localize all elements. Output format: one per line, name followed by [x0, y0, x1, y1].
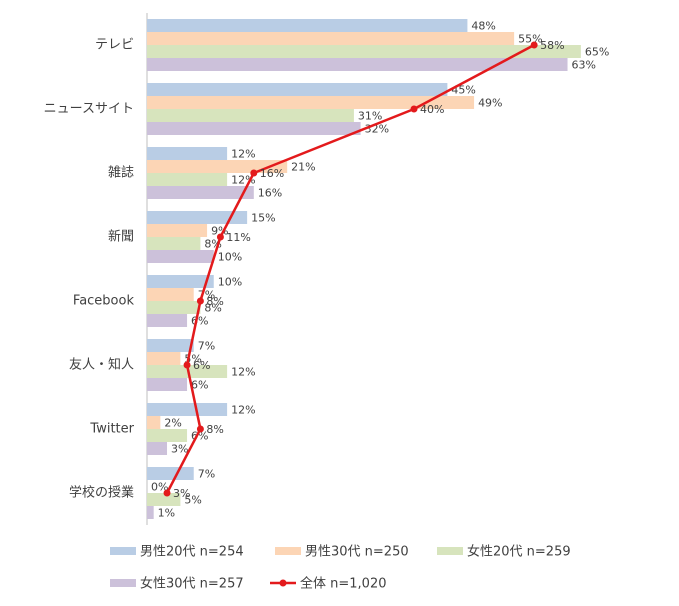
category-label: Twitter — [89, 422, 134, 437]
value-label: 1% — [158, 507, 175, 520]
value-label: 3% — [171, 443, 188, 456]
legend-swatch — [437, 547, 463, 555]
value-label: 6% — [191, 379, 208, 392]
value-label: 12% — [231, 148, 255, 161]
bar — [147, 147, 228, 160]
value-label: 11% — [226, 231, 250, 244]
legend-swatch — [110, 579, 136, 587]
value-label: 8% — [206, 295, 223, 308]
legend-label: 全体 n=1,020 — [300, 576, 386, 592]
bar — [147, 275, 214, 288]
value-label: 21% — [291, 161, 315, 174]
value-label: 6% — [191, 315, 208, 328]
bar — [147, 442, 168, 455]
bar — [147, 506, 154, 519]
line-marker — [183, 361, 191, 369]
bar — [147, 365, 228, 378]
value-label: 31% — [358, 110, 382, 123]
value-label: 16% — [260, 167, 284, 180]
category-label: 雑誌 — [108, 165, 134, 181]
value-label: 16% — [258, 187, 282, 200]
value-label: 0% — [151, 481, 168, 494]
bar — [147, 352, 181, 365]
value-label: 7% — [198, 468, 215, 481]
bar — [147, 186, 254, 199]
value-label: 55% — [518, 33, 542, 46]
bar — [147, 211, 248, 224]
category-label: Facebook — [73, 294, 135, 309]
line-marker — [216, 233, 224, 241]
bar — [147, 58, 568, 71]
line-marker — [163, 489, 171, 497]
bar — [147, 250, 214, 263]
bar — [147, 173, 228, 186]
bar — [147, 288, 194, 301]
category-label: テレビ — [95, 38, 134, 53]
bar — [147, 339, 194, 352]
category-label: 友人・知人 — [69, 357, 134, 373]
line-marker — [530, 41, 538, 49]
line-marker — [250, 169, 258, 177]
bar — [147, 493, 181, 506]
value-label: 12% — [231, 404, 255, 417]
legend-label: 女性30代 n=257 — [140, 576, 244, 592]
legend-swatch — [110, 547, 136, 555]
value-label: 40% — [420, 103, 444, 116]
bar — [147, 83, 448, 96]
value-label: 2% — [164, 417, 181, 430]
value-label: 6% — [193, 359, 210, 372]
value-label: 48% — [471, 20, 495, 33]
category-label: 学校の授業 — [69, 485, 134, 501]
value-label: 8% — [206, 423, 223, 436]
bar — [147, 160, 288, 173]
category-label: ニュースサイト — [44, 102, 134, 117]
line-marker — [410, 105, 418, 113]
value-label: 65% — [585, 46, 609, 59]
value-label: 58% — [540, 39, 564, 52]
value-label: 8% — [204, 302, 221, 315]
value-label: 15% — [251, 212, 275, 225]
value-label: 63% — [572, 59, 596, 72]
value-label: 49% — [478, 97, 502, 110]
bar — [147, 109, 354, 122]
bar — [147, 122, 361, 135]
value-label: 5% — [184, 494, 201, 507]
legend-label: 男性20代 n=254 — [140, 545, 244, 560]
bar — [147, 378, 188, 391]
bar — [147, 403, 228, 416]
value-label: 7% — [198, 340, 215, 353]
legend-swatch — [275, 547, 301, 555]
bar — [147, 45, 581, 58]
value-label: 10% — [218, 276, 242, 289]
category-label: 新聞 — [108, 229, 134, 245]
bar — [147, 96, 475, 109]
value-label: 10% — [218, 251, 242, 264]
bar — [147, 467, 194, 480]
bar — [147, 19, 468, 32]
value-label: 3% — [173, 487, 190, 500]
line-marker — [196, 425, 204, 433]
legend-label: 女性20代 n=259 — [467, 544, 571, 560]
value-label: 45% — [451, 84, 475, 97]
bar — [147, 416, 161, 429]
legend-swatch — [279, 579, 287, 587]
bar — [147, 224, 208, 237]
line-marker — [196, 297, 204, 305]
bar — [147, 429, 188, 442]
bar — [147, 301, 201, 314]
value-label: 12% — [231, 366, 255, 379]
bar — [147, 314, 188, 327]
legend-label: 男性30代 n=250 — [305, 545, 409, 560]
line — [165, 43, 535, 494]
bar — [147, 237, 201, 250]
bar — [147, 32, 515, 45]
